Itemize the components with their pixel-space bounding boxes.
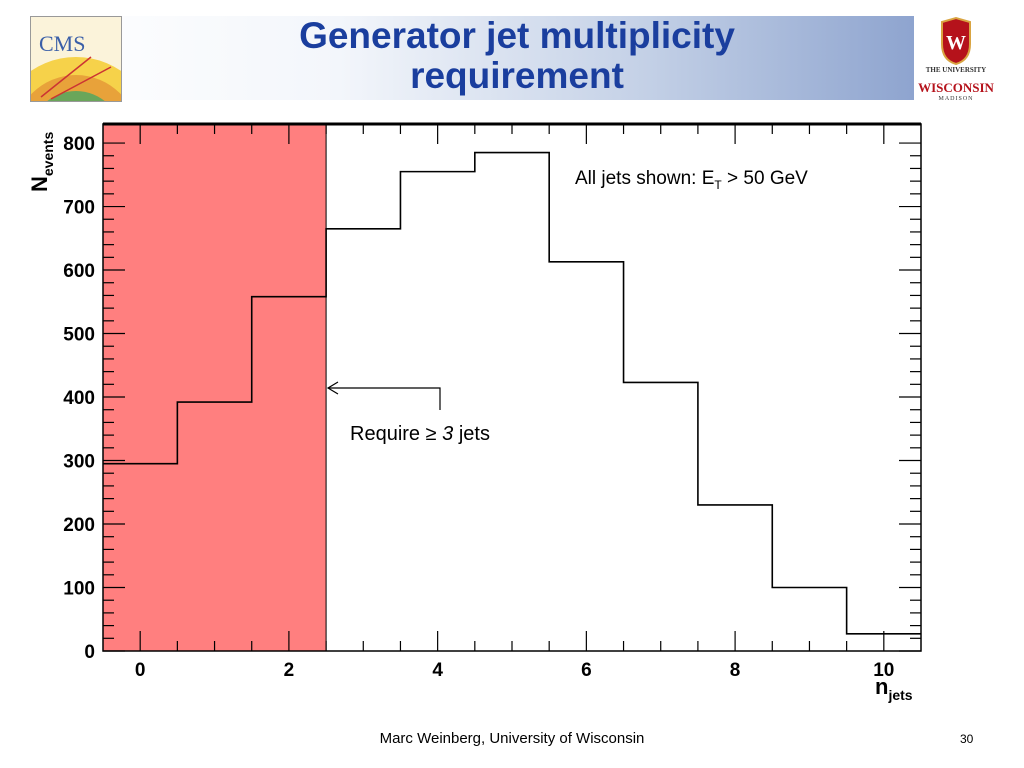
uw-logo: W THE UNIVERSITY WISCONSIN MADISON <box>914 16 998 104</box>
require-jets-number: 3 <box>442 423 453 445</box>
y-tick-label: 0 <box>84 642 95 663</box>
slide-title-line2: requirement <box>410 55 624 96</box>
histogram-series-line <box>103 151 921 635</box>
title-banner <box>30 16 914 100</box>
slide-title-line1: Generator jet multiplicity <box>299 15 735 56</box>
cms-logo: CMS <box>30 16 122 102</box>
require-jets-suffix: jets <box>453 423 490 445</box>
x-tick-label: 2 <box>284 660 295 681</box>
y-tick-label: 200 <box>63 515 95 536</box>
cms-logo-text: CMS <box>39 31 86 56</box>
shaded-exclusion-region <box>103 124 327 651</box>
y-tick-label: 800 <box>63 134 95 155</box>
slide-title: Generator jet multiplicity requirement <box>120 16 914 96</box>
x-tick-label: 10 <box>873 660 894 681</box>
uw-logo-line2: WISCONSIN <box>918 80 994 95</box>
y-tick-label: 600 <box>63 261 95 282</box>
et-cut-annotation-rest: > 50 GeV <box>722 168 808 189</box>
uw-logo-line3: MADISON <box>938 96 974 102</box>
et-cut-annotation-sub: T <box>714 178 722 192</box>
histogram-bin-4 <box>400 172 474 651</box>
y-axis-label-sub: events <box>40 132 56 177</box>
y-axis-label: Nevents <box>27 132 56 192</box>
x-tick-label: 4 <box>432 660 443 681</box>
y-tick-label: 700 <box>63 198 95 219</box>
y-tick-label: 400 <box>63 388 95 409</box>
et-cut-annotation: All jets shown: ET > 50 GeV <box>575 168 808 192</box>
x-axis-label-sub: jets <box>887 687 912 703</box>
require-arrow-head <box>326 381 339 395</box>
page-number: 30 <box>960 732 974 746</box>
x-tick-label: 8 <box>730 660 741 681</box>
histogram-bin-5 <box>475 153 549 651</box>
uw-crest-icon: W <box>941 16 971 66</box>
histogram-bin-6 <box>549 262 623 651</box>
histogram-bin-7 <box>624 382 698 651</box>
footer-text: Marc Weinberg, University of Wisconsin <box>379 730 645 747</box>
uw-logo-line1: THE UNIVERSITY <box>925 66 987 74</box>
x-tick-label: 6 <box>581 660 592 681</box>
require-jets-annotation: Require ≥ 3 jets <box>350 423 490 445</box>
require-arrow-line <box>328 387 441 410</box>
svg-text:W: W <box>946 32 966 54</box>
histogram-bin-8 <box>698 505 772 651</box>
y-tick-label: 500 <box>63 325 95 346</box>
x-tick-label: 0 <box>135 660 146 681</box>
y-tick-label: 300 <box>63 452 95 473</box>
y-tick-label: 100 <box>63 579 95 600</box>
